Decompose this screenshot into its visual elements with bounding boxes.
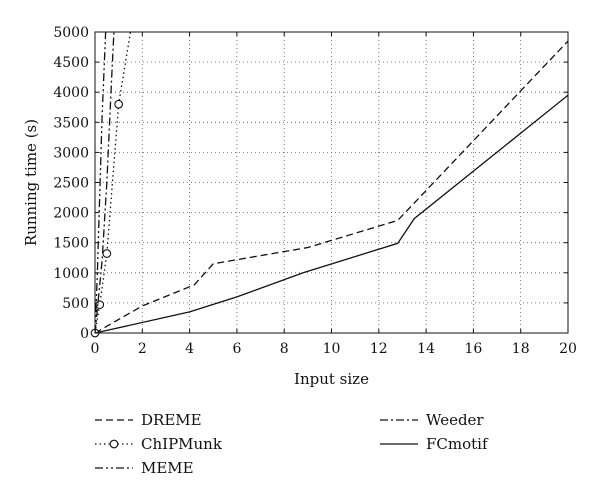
legend-marker-chipmunk: [109, 439, 119, 449]
x-tick-label: 20: [559, 341, 577, 357]
y-tick-label: 4500: [53, 55, 89, 71]
data-point-chipmunk: [95, 300, 105, 310]
x-tick-label: 0: [91, 341, 100, 357]
x-tick-label: 18: [512, 341, 530, 357]
legend-label-fcmotif: FCmotif: [426, 435, 489, 453]
y-tick-label: 3500: [53, 115, 89, 131]
y-tick-label: 1000: [53, 266, 89, 282]
y-tick-label: 1500: [53, 236, 89, 252]
legend-label-meme: MEME: [141, 459, 194, 477]
data-point-chipmunk: [114, 99, 123, 109]
x-tick-label: 4: [185, 341, 194, 357]
y-tick-label: 0: [80, 326, 89, 342]
y-tick-label: 2000: [53, 206, 89, 222]
x-axis-label: Input size: [294, 370, 369, 388]
grid: [95, 32, 568, 333]
legend-label-dreme: DREME: [141, 411, 202, 429]
data-point-chipmunk: [102, 249, 112, 258]
y-tick-label: 4000: [53, 85, 89, 101]
legend-label-chipmunk: ChIPMunk: [141, 435, 223, 453]
x-tick-label: 12: [370, 341, 388, 357]
series-line-weeder: [95, 32, 115, 333]
y-tick-label: 2500: [53, 176, 89, 192]
x-tick-label: 14: [417, 341, 435, 357]
series-layer: [90, 32, 568, 338]
legend: DREME ChIPMunk MEME Weeder FCmotif: [95, 411, 489, 477]
y-tick-label: 500: [62, 296, 89, 312]
series-line-dreme: [95, 40, 568, 333]
x-tick-label: 10: [323, 341, 341, 357]
y-axis-label: Running time (s): [22, 119, 40, 246]
series-line-chipmunk: [95, 32, 132, 333]
x-tick-label: 2: [138, 341, 147, 357]
x-tick-label: 6: [232, 341, 241, 357]
series-line-fcmotif: [95, 94, 568, 333]
legend-label-weeder: Weeder: [426, 411, 484, 429]
x-tick-label: 16: [464, 341, 482, 357]
y-tick-label: 3000: [53, 145, 89, 161]
series-line-meme: [95, 32, 107, 333]
y-tick-label: 5000: [53, 25, 89, 41]
x-tick-label: 8: [280, 341, 289, 357]
ticks: 0 2 4 6 8 10 12 14 16 18 20 0 500 1000 1500 2000 2500 300…: [53, 25, 577, 357]
